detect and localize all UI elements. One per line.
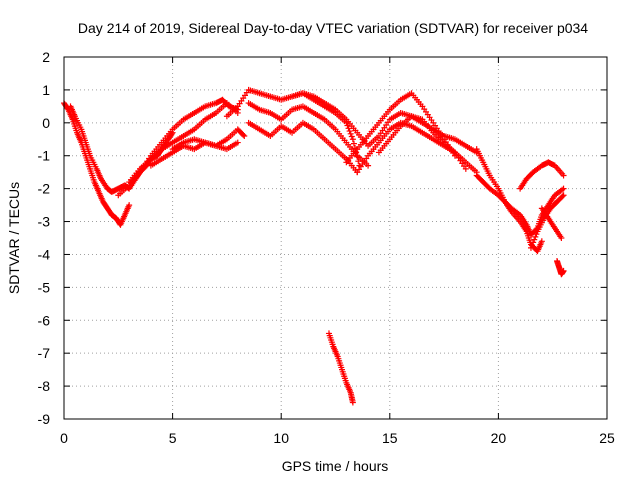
- y-tick-label: -4: [38, 246, 51, 262]
- y-tick-label: 1: [42, 82, 50, 98]
- plot-frame: [63, 56, 608, 420]
- data-point-marker: [240, 131, 247, 138]
- x-tick-label: 0: [60, 430, 68, 446]
- y-tick-label: -2: [38, 181, 51, 197]
- data-point-marker: [462, 165, 469, 172]
- y-tick-label: 2: [42, 49, 50, 65]
- y-tick-label: -8: [38, 378, 51, 394]
- x-tick-label: 15: [382, 430, 398, 446]
- data-point-marker: [241, 132, 248, 139]
- data-point-marker: [529, 242, 536, 249]
- data-point-marker: [349, 136, 356, 143]
- y-tick-label: -6: [38, 312, 51, 328]
- data-point-marker: [347, 130, 354, 137]
- data-point-marker: [126, 202, 133, 209]
- axis-ticks: 0 5 10 15 20 25 -9 -8 -7 -6 -5 -4 -3 -2 -1 0 1 2: [38, 49, 615, 446]
- data-point-marker: [365, 162, 372, 169]
- data-point-marker: [558, 235, 565, 241]
- data-point-marker: [560, 192, 567, 199]
- y-tick-label: -5: [38, 279, 51, 295]
- x-axis-label: GPS time / hours: [282, 458, 389, 474]
- data-point-marker: [531, 236, 538, 243]
- y-axis-label: SDTVAR / TECUs: [6, 182, 22, 294]
- data-point-marker: [560, 267, 567, 274]
- x-tick-label: 10: [273, 430, 289, 446]
- chart-title: Day 214 of 2019, Sidereal Day-to-day VTE…: [78, 20, 588, 36]
- y-tick-label: -7: [38, 345, 51, 361]
- data-point-marker: [345, 125, 352, 132]
- data-point-marker: [560, 185, 567, 192]
- data-point-marker: [538, 238, 545, 245]
- y-tick-label: -1: [38, 148, 51, 164]
- data-point-marker: [530, 239, 537, 246]
- x-tick-label: 25: [599, 430, 615, 446]
- data-point-marker: [532, 233, 539, 240]
- y-tick-label: 0: [42, 115, 50, 131]
- data-point-marker: [234, 109, 241, 116]
- data-point-marker: [350, 140, 357, 147]
- data-point-marker: [234, 139, 241, 146]
- data-points: [61, 86, 567, 406]
- data-point-marker: [527, 244, 534, 251]
- x-tick-label: 5: [169, 430, 177, 446]
- data-point-marker: [348, 133, 355, 140]
- y-tick-label: -9: [38, 411, 51, 427]
- data-point-marker: [560, 172, 567, 179]
- y-tick-label: -3: [38, 214, 51, 230]
- data-point-marker: [533, 231, 540, 238]
- x-tick-label: 20: [491, 430, 507, 446]
- data-point-marker: [559, 193, 566, 200]
- data-point-marker: [346, 128, 353, 135]
- data-point-marker: [349, 399, 356, 406]
